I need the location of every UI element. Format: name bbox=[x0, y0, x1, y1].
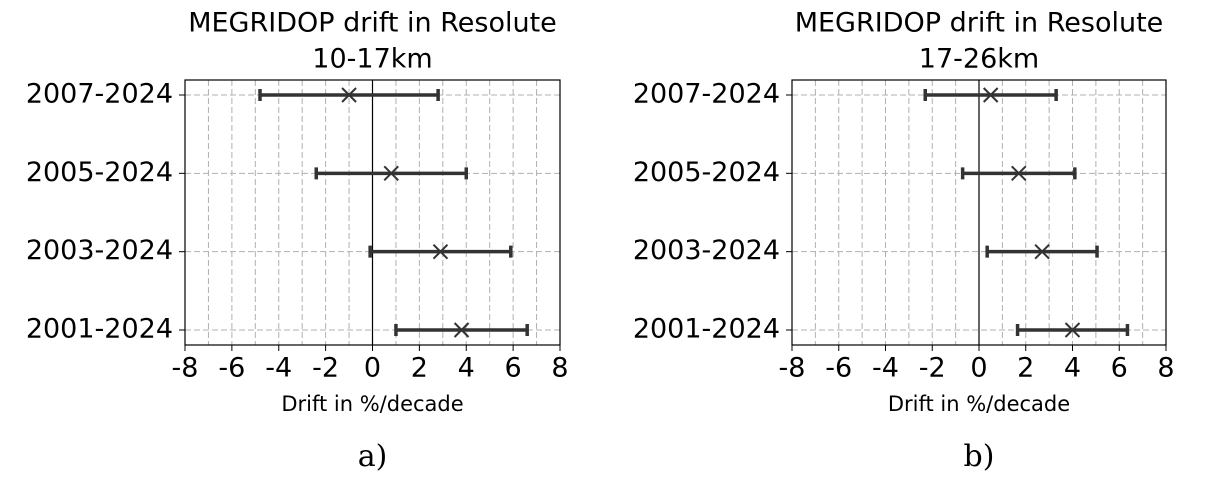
x-tick-label: 6 bbox=[505, 353, 522, 384]
y-tick-label: 2007-2024 bbox=[633, 79, 780, 110]
x-tick-label: -2 bbox=[919, 353, 946, 384]
y-tick-label: 2003-2024 bbox=[633, 235, 780, 266]
x-axis-label: Drift in %/decade bbox=[281, 392, 463, 416]
x-tick-label: 8 bbox=[551, 353, 568, 384]
x-tick-label: -4 bbox=[265, 353, 292, 384]
x-tick-label: -8 bbox=[172, 353, 199, 384]
x-tick-label: -6 bbox=[825, 353, 852, 384]
y-tick-label: 2005-2024 bbox=[26, 157, 173, 188]
panel-label: b) bbox=[964, 439, 995, 474]
marker bbox=[432, 243, 449, 260]
x-tick-label: -8 bbox=[779, 353, 806, 384]
marker bbox=[341, 87, 357, 103]
x-tick-label: -6 bbox=[218, 353, 245, 384]
marker bbox=[982, 87, 999, 103]
chart-title: MEGRIDOP drift in Resolute bbox=[188, 8, 557, 39]
marker bbox=[1064, 322, 1081, 338]
x-tick-label: 2 bbox=[411, 353, 428, 384]
x-tick-label: 0 bbox=[970, 353, 987, 384]
marker bbox=[1034, 243, 1050, 260]
y-tick-label: 2003-2024 bbox=[26, 235, 173, 266]
x-tick-label: -4 bbox=[872, 353, 899, 384]
panel-label: a) bbox=[358, 439, 388, 474]
chart-title: MEGRIDOP drift in Resolute bbox=[795, 8, 1164, 39]
x-tick-label: 6 bbox=[1111, 353, 1128, 384]
x-tick-label: 4 bbox=[1064, 353, 1081, 384]
y-tick-label: 2007-2024 bbox=[26, 79, 173, 110]
y-tick-label: 2005-2024 bbox=[633, 157, 780, 188]
x-tick-label: 0 bbox=[364, 353, 381, 384]
x-tick-label: -2 bbox=[312, 353, 339, 384]
y-tick-label: 2001-2024 bbox=[26, 314, 173, 345]
chart-subtitle: 10-17km bbox=[312, 44, 432, 75]
marker bbox=[453, 322, 470, 338]
marker bbox=[383, 165, 399, 182]
x-tick-label: 8 bbox=[1157, 353, 1174, 384]
x-tick-label: 4 bbox=[458, 353, 475, 384]
plot-frame bbox=[184, 79, 561, 346]
marker bbox=[1011, 165, 1027, 182]
plot-frame bbox=[791, 79, 1167, 346]
x-tick-label: 2 bbox=[1017, 353, 1034, 384]
x-axis-label: Drift in %/decade bbox=[888, 392, 1070, 416]
chart-subtitle: 17-26km bbox=[919, 44, 1039, 75]
y-tick-label: 2001-2024 bbox=[633, 314, 780, 345]
